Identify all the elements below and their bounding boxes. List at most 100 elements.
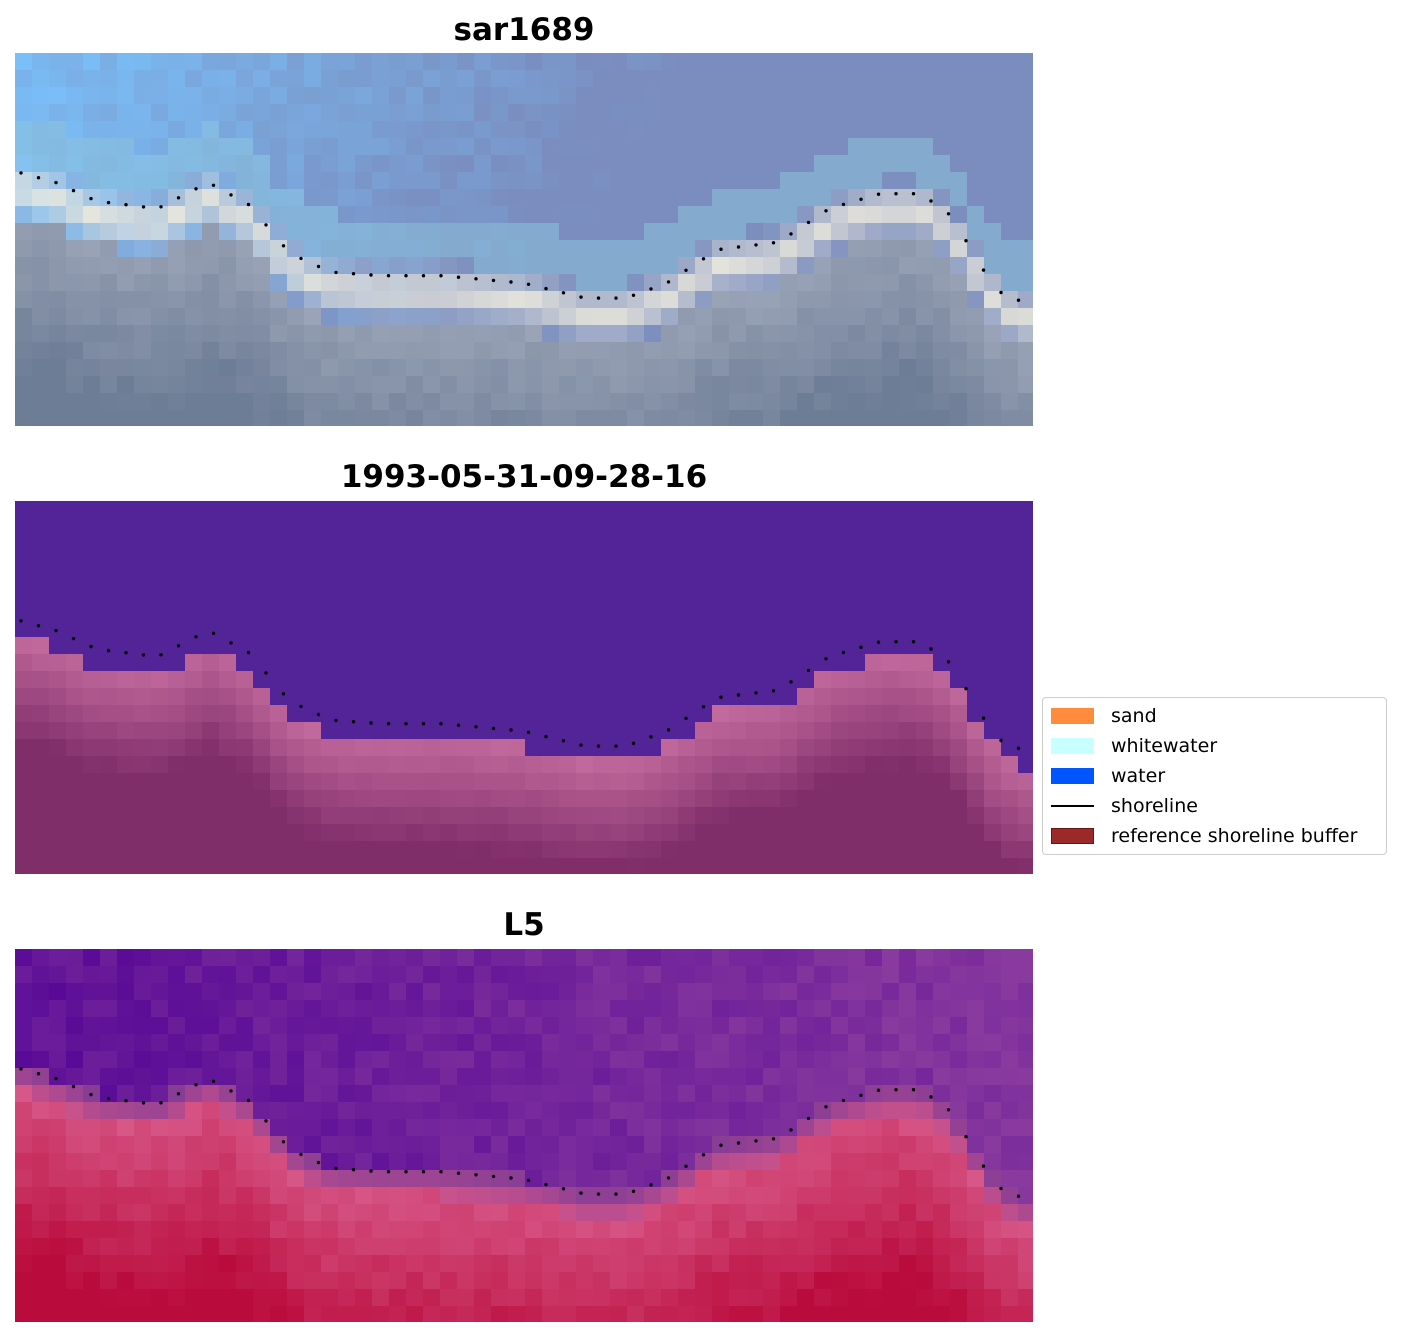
shoreline-point bbox=[544, 734, 548, 739]
shoreline-point bbox=[526, 730, 531, 734]
shoreline-point bbox=[264, 223, 268, 227]
shoreline-point bbox=[719, 1143, 723, 1147]
shoreline-point bbox=[36, 624, 41, 628]
shoreline-point bbox=[841, 650, 846, 655]
shoreline-point bbox=[246, 202, 251, 207]
shoreline-point bbox=[229, 1089, 233, 1093]
shoreline-point bbox=[264, 1119, 268, 1123]
shoreline-point bbox=[824, 1105, 828, 1109]
shoreline-point bbox=[894, 640, 898, 644]
shoreline-point bbox=[579, 295, 583, 299]
shoreline-line-swatch bbox=[1051, 805, 1094, 807]
shoreline-point bbox=[666, 728, 671, 732]
shoreline-point bbox=[491, 726, 496, 731]
shoreline-point bbox=[754, 1139, 758, 1143]
shoreline-point bbox=[456, 723, 461, 727]
shoreline-point bbox=[19, 619, 23, 623]
shoreline-point bbox=[316, 1160, 321, 1165]
shoreline-point bbox=[999, 738, 1003, 743]
shoreline-point bbox=[54, 180, 58, 185]
shoreline-point bbox=[579, 743, 583, 747]
shoreline-point bbox=[701, 1153, 706, 1157]
shoreline-point bbox=[596, 1192, 601, 1196]
shoreline-point bbox=[771, 241, 776, 245]
shoreline-point bbox=[299, 704, 303, 709]
shoreline-point bbox=[351, 272, 356, 276]
shoreline-point bbox=[631, 1189, 636, 1193]
shoreline-point bbox=[841, 202, 846, 207]
shoreline-point bbox=[789, 232, 793, 236]
shoreline-point bbox=[929, 199, 933, 203]
shoreline-point bbox=[981, 1164, 986, 1168]
shoreline-point bbox=[386, 1170, 391, 1174]
shoreline-point bbox=[386, 274, 391, 278]
shoreline-point bbox=[19, 171, 23, 175]
shoreline-point bbox=[299, 1152, 303, 1157]
shoreline-point bbox=[929, 1095, 933, 1099]
shoreline-dots bbox=[19, 171, 1021, 302]
shoreline-point bbox=[19, 1067, 23, 1071]
legend-label: water bbox=[1111, 765, 1166, 787]
shoreline-point bbox=[859, 645, 863, 649]
shoreline-point bbox=[351, 1168, 356, 1172]
shoreline-point bbox=[736, 693, 741, 697]
shoreline-point bbox=[561, 1187, 566, 1191]
shoreline-point bbox=[474, 277, 478, 281]
shoreline-point bbox=[176, 1092, 181, 1096]
shoreline-point bbox=[229, 641, 233, 645]
shoreline-point bbox=[929, 647, 933, 651]
shoreline-point bbox=[719, 247, 723, 251]
shoreline-point bbox=[71, 188, 76, 193]
shoreline-point bbox=[946, 212, 951, 216]
shoreline-point bbox=[1016, 1194, 1021, 1198]
index-image-panel bbox=[15, 949, 1033, 1322]
shoreline-point bbox=[824, 657, 828, 661]
shoreline-point bbox=[614, 296, 618, 300]
shoreline-point bbox=[71, 636, 76, 641]
shoreline-point bbox=[526, 1178, 531, 1182]
shoreline-point bbox=[964, 1135, 968, 1139]
panel-title: sar1689 bbox=[453, 12, 595, 48]
shoreline-point bbox=[439, 1170, 443, 1174]
shoreline-point bbox=[964, 687, 968, 691]
shoreline-point bbox=[701, 705, 706, 709]
shoreline-point bbox=[614, 1192, 618, 1196]
shoreline-point bbox=[631, 293, 636, 297]
shoreline-point bbox=[159, 653, 163, 657]
shoreline-point bbox=[544, 1182, 548, 1187]
shoreline-point bbox=[911, 1088, 916, 1092]
shoreline-point bbox=[211, 631, 216, 635]
shoreline-point bbox=[124, 203, 128, 207]
shoreline-point bbox=[911, 640, 916, 644]
shoreline-point bbox=[456, 1171, 461, 1175]
shoreline-point bbox=[596, 744, 601, 748]
shoreline-point bbox=[894, 192, 898, 196]
shoreline-point bbox=[894, 1088, 898, 1092]
legend-item-whitewater: whitewater bbox=[1051, 735, 1217, 757]
shoreline-point bbox=[911, 192, 916, 196]
shoreline-point bbox=[579, 1191, 583, 1195]
shoreline-point bbox=[736, 245, 741, 249]
shoreline-point bbox=[859, 1093, 863, 1097]
shoreline-point bbox=[281, 244, 286, 248]
shoreline-point bbox=[141, 205, 146, 209]
shoreline-point bbox=[211, 183, 216, 187]
shoreline-point bbox=[474, 1173, 478, 1177]
shoreline-point bbox=[684, 268, 688, 272]
shoreline-point bbox=[789, 1128, 793, 1132]
shoreline-point bbox=[316, 264, 321, 269]
shoreline-point bbox=[474, 725, 478, 729]
shoreline-point bbox=[509, 728, 513, 732]
shoreline-point bbox=[806, 668, 811, 673]
shoreline-point bbox=[1016, 298, 1021, 302]
shoreline-point bbox=[421, 722, 426, 726]
shoreline-point bbox=[824, 209, 828, 213]
shoreline-point bbox=[596, 296, 601, 300]
shoreline-point bbox=[159, 205, 163, 209]
shoreline-point bbox=[141, 1101, 146, 1105]
shoreline-dots bbox=[19, 1067, 1021, 1198]
shoreline-point bbox=[859, 197, 863, 201]
shoreline-point bbox=[194, 1083, 198, 1087]
shoreline-point bbox=[876, 192, 881, 196]
shoreline-point bbox=[106, 1096, 111, 1101]
